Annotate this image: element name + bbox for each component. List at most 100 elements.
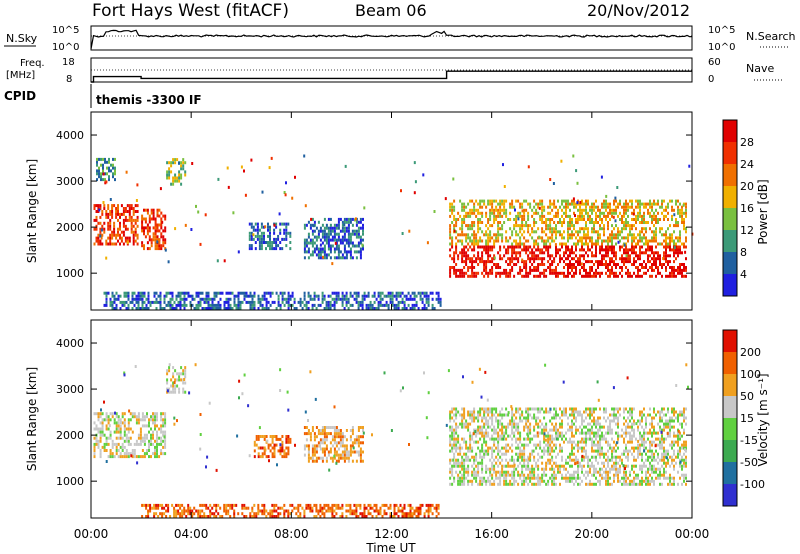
heatmap-cell	[449, 443, 452, 447]
heatmap-cell	[543, 242, 546, 246]
heatmap-cell	[515, 230, 518, 234]
heatmap-cell	[245, 515, 248, 518]
heatmap-cell	[607, 242, 609, 246]
heatmap-cell	[505, 470, 508, 474]
heatmap-cell	[583, 214, 585, 218]
heatmap-cell	[347, 503, 350, 507]
heatmap-cell	[283, 231, 286, 235]
heatmap-cell	[105, 427, 108, 431]
heatmap-cell	[227, 300, 230, 304]
heatmap-cell	[237, 300, 240, 304]
heatmap-cell	[547, 239, 550, 243]
heatmap-cell	[123, 433, 126, 437]
heatmap-cell	[563, 211, 565, 215]
heatmap-cell	[427, 515, 430, 518]
heatmap-cell	[375, 297, 378, 301]
heatmap-cell	[339, 453, 342, 457]
heatmap-cell	[355, 512, 358, 516]
heatmap-cell	[671, 239, 673, 243]
heatmap-cell	[319, 238, 322, 242]
heatmap-cell	[505, 476, 508, 480]
heatmap-cell	[565, 467, 567, 471]
heatmap-cell	[601, 254, 603, 258]
heatmap-cell	[499, 257, 502, 261]
heatmap-cell	[413, 509, 416, 513]
heatmap-cell	[459, 251, 462, 255]
heatmap-cell	[659, 263, 661, 266]
heatmap-cell	[319, 441, 322, 445]
heatmap-cell	[453, 413, 456, 417]
heatmap-cell	[461, 416, 464, 420]
heatmap-cell	[134, 230, 137, 234]
heatmap-cell	[507, 473, 510, 477]
heatmap-cell	[657, 271, 659, 275]
heatmap-cell	[523, 199, 526, 203]
heatmap-cell	[553, 205, 556, 209]
heatmap-cell	[132, 233, 135, 237]
heatmap-cell	[475, 236, 478, 240]
heatmap-cell	[469, 260, 472, 264]
heatmap-cell	[579, 263, 581, 266]
heatmap-cell	[449, 410, 452, 414]
heatmap-cell	[259, 455, 262, 459]
heatmap-cell	[362, 426, 364, 429]
heatmap-cell	[127, 442, 130, 446]
heatmap-cell	[517, 437, 520, 441]
heatmap-cell	[182, 161, 185, 165]
heatmap-cell	[423, 512, 426, 516]
heatmap-cell	[211, 512, 214, 516]
heatmap-cell	[493, 263, 496, 266]
heatmap-cell	[473, 224, 476, 228]
heatmap-cell	[197, 300, 200, 304]
heatmap-cell	[160, 449, 163, 452]
heatmap-cell	[113, 230, 116, 234]
heatmap-cell	[105, 242, 108, 246]
heatmap-cell	[199, 503, 202, 507]
heatmap-cell	[153, 294, 156, 298]
heatmap-cell	[243, 291, 246, 295]
heatmap-cell	[671, 218, 673, 221]
heatmap-cell	[259, 303, 262, 307]
heatmap-cell	[587, 245, 589, 249]
heatmap-cell	[351, 217, 354, 221]
heatmap-cell	[519, 419, 522, 423]
heatmap-cell	[591, 202, 593, 206]
heatmap-cell	[343, 450, 346, 454]
heatmap-cell	[565, 251, 567, 255]
heatmap-cell	[97, 233, 100, 237]
heatmap-cell	[327, 247, 330, 251]
heatmap-cell	[115, 424, 118, 428]
heatmap-cell	[137, 291, 140, 295]
heatmap-cell	[351, 459, 354, 463]
heatmap-cell	[553, 428, 556, 432]
heatmap-cell	[263, 452, 266, 456]
heatmap-cell	[417, 307, 420, 310]
heatmap-cell	[319, 303, 322, 307]
heatmap-cell	[457, 446, 460, 450]
heatmap-cell	[451, 239, 454, 243]
heatmap-cell	[491, 455, 494, 459]
heatmap-cell	[277, 512, 280, 516]
heatmap-cell	[455, 245, 458, 249]
heatmap-cell	[549, 410, 552, 414]
heatmap-cell	[253, 307, 256, 310]
heatmap-cell	[487, 425, 490, 429]
heatmap-cell	[351, 450, 354, 454]
heatmap-cell	[527, 211, 530, 215]
heatmap-cell	[509, 218, 512, 221]
heatmap-cell	[467, 257, 470, 261]
heatmap-cell	[683, 227, 685, 231]
heatmap-cell	[485, 230, 488, 234]
heatmap-cell	[146, 226, 149, 230]
heatmap-cell	[371, 294, 374, 298]
heatmap-cell	[115, 430, 118, 434]
heatmap-cell	[299, 300, 302, 304]
heatmap-cell	[565, 257, 567, 261]
heatmap-cell	[355, 506, 358, 510]
heatmap-cell	[273, 515, 276, 518]
heatmap-cell	[575, 230, 577, 234]
heatmap-cell	[682, 203, 685, 207]
heatmap-cell	[261, 512, 264, 516]
heatmap-cell	[321, 459, 324, 463]
heatmap-cell	[653, 230, 655, 234]
